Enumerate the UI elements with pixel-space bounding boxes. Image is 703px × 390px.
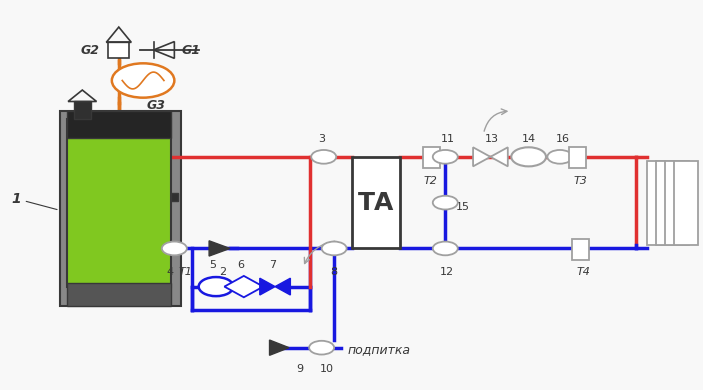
Text: 6: 6 (237, 259, 244, 269)
Bar (108, 43, 129, 58)
Circle shape (511, 147, 546, 167)
Text: 16: 16 (556, 133, 569, 144)
Text: 15: 15 (456, 202, 470, 212)
Bar (569, 147, 586, 168)
Bar (171, 193, 178, 201)
Circle shape (112, 63, 174, 98)
Circle shape (309, 341, 334, 355)
Text: 10: 10 (321, 365, 334, 374)
Text: 7: 7 (269, 259, 277, 269)
Bar (423, 147, 439, 168)
Bar (67, 119, 171, 287)
Polygon shape (275, 278, 290, 295)
Polygon shape (260, 278, 275, 295)
Text: 13: 13 (485, 133, 499, 144)
Text: 5: 5 (209, 259, 216, 269)
Text: 3: 3 (318, 133, 325, 144)
Polygon shape (269, 340, 289, 355)
Polygon shape (491, 147, 508, 167)
Text: T2: T2 (423, 176, 437, 186)
Bar (647, 161, 671, 245)
Text: G1: G1 (181, 44, 200, 57)
Text: T1: T1 (179, 267, 193, 277)
Text: 12: 12 (439, 267, 454, 277)
Bar (352, 157, 400, 248)
Circle shape (433, 241, 458, 255)
Polygon shape (209, 241, 230, 256)
Bar (60, 111, 181, 306)
Text: 1: 1 (11, 191, 57, 209)
Polygon shape (473, 147, 491, 167)
Bar (572, 239, 589, 260)
Bar (67, 283, 171, 306)
Polygon shape (224, 276, 264, 297)
Circle shape (548, 150, 572, 164)
Text: T3: T3 (573, 176, 587, 186)
Circle shape (433, 196, 458, 209)
Text: 8: 8 (330, 267, 337, 277)
Bar (673, 161, 698, 245)
Text: 2: 2 (219, 267, 226, 277)
Circle shape (311, 150, 336, 164)
Circle shape (433, 150, 458, 164)
Text: G2: G2 (81, 44, 100, 57)
Circle shape (162, 241, 187, 255)
Text: 4: 4 (166, 267, 173, 277)
Text: ТА: ТА (358, 191, 394, 215)
Text: G3: G3 (146, 99, 166, 112)
Text: T4: T4 (576, 267, 591, 277)
Text: подпитка: подпитка (348, 343, 411, 356)
Circle shape (322, 241, 347, 255)
Bar (67, 111, 171, 138)
Bar (74, 101, 91, 119)
Bar (665, 161, 689, 245)
Bar (656, 161, 680, 245)
Text: 11: 11 (441, 133, 455, 144)
Circle shape (199, 277, 233, 296)
Text: 14: 14 (522, 133, 536, 144)
Text: 9: 9 (296, 365, 303, 374)
